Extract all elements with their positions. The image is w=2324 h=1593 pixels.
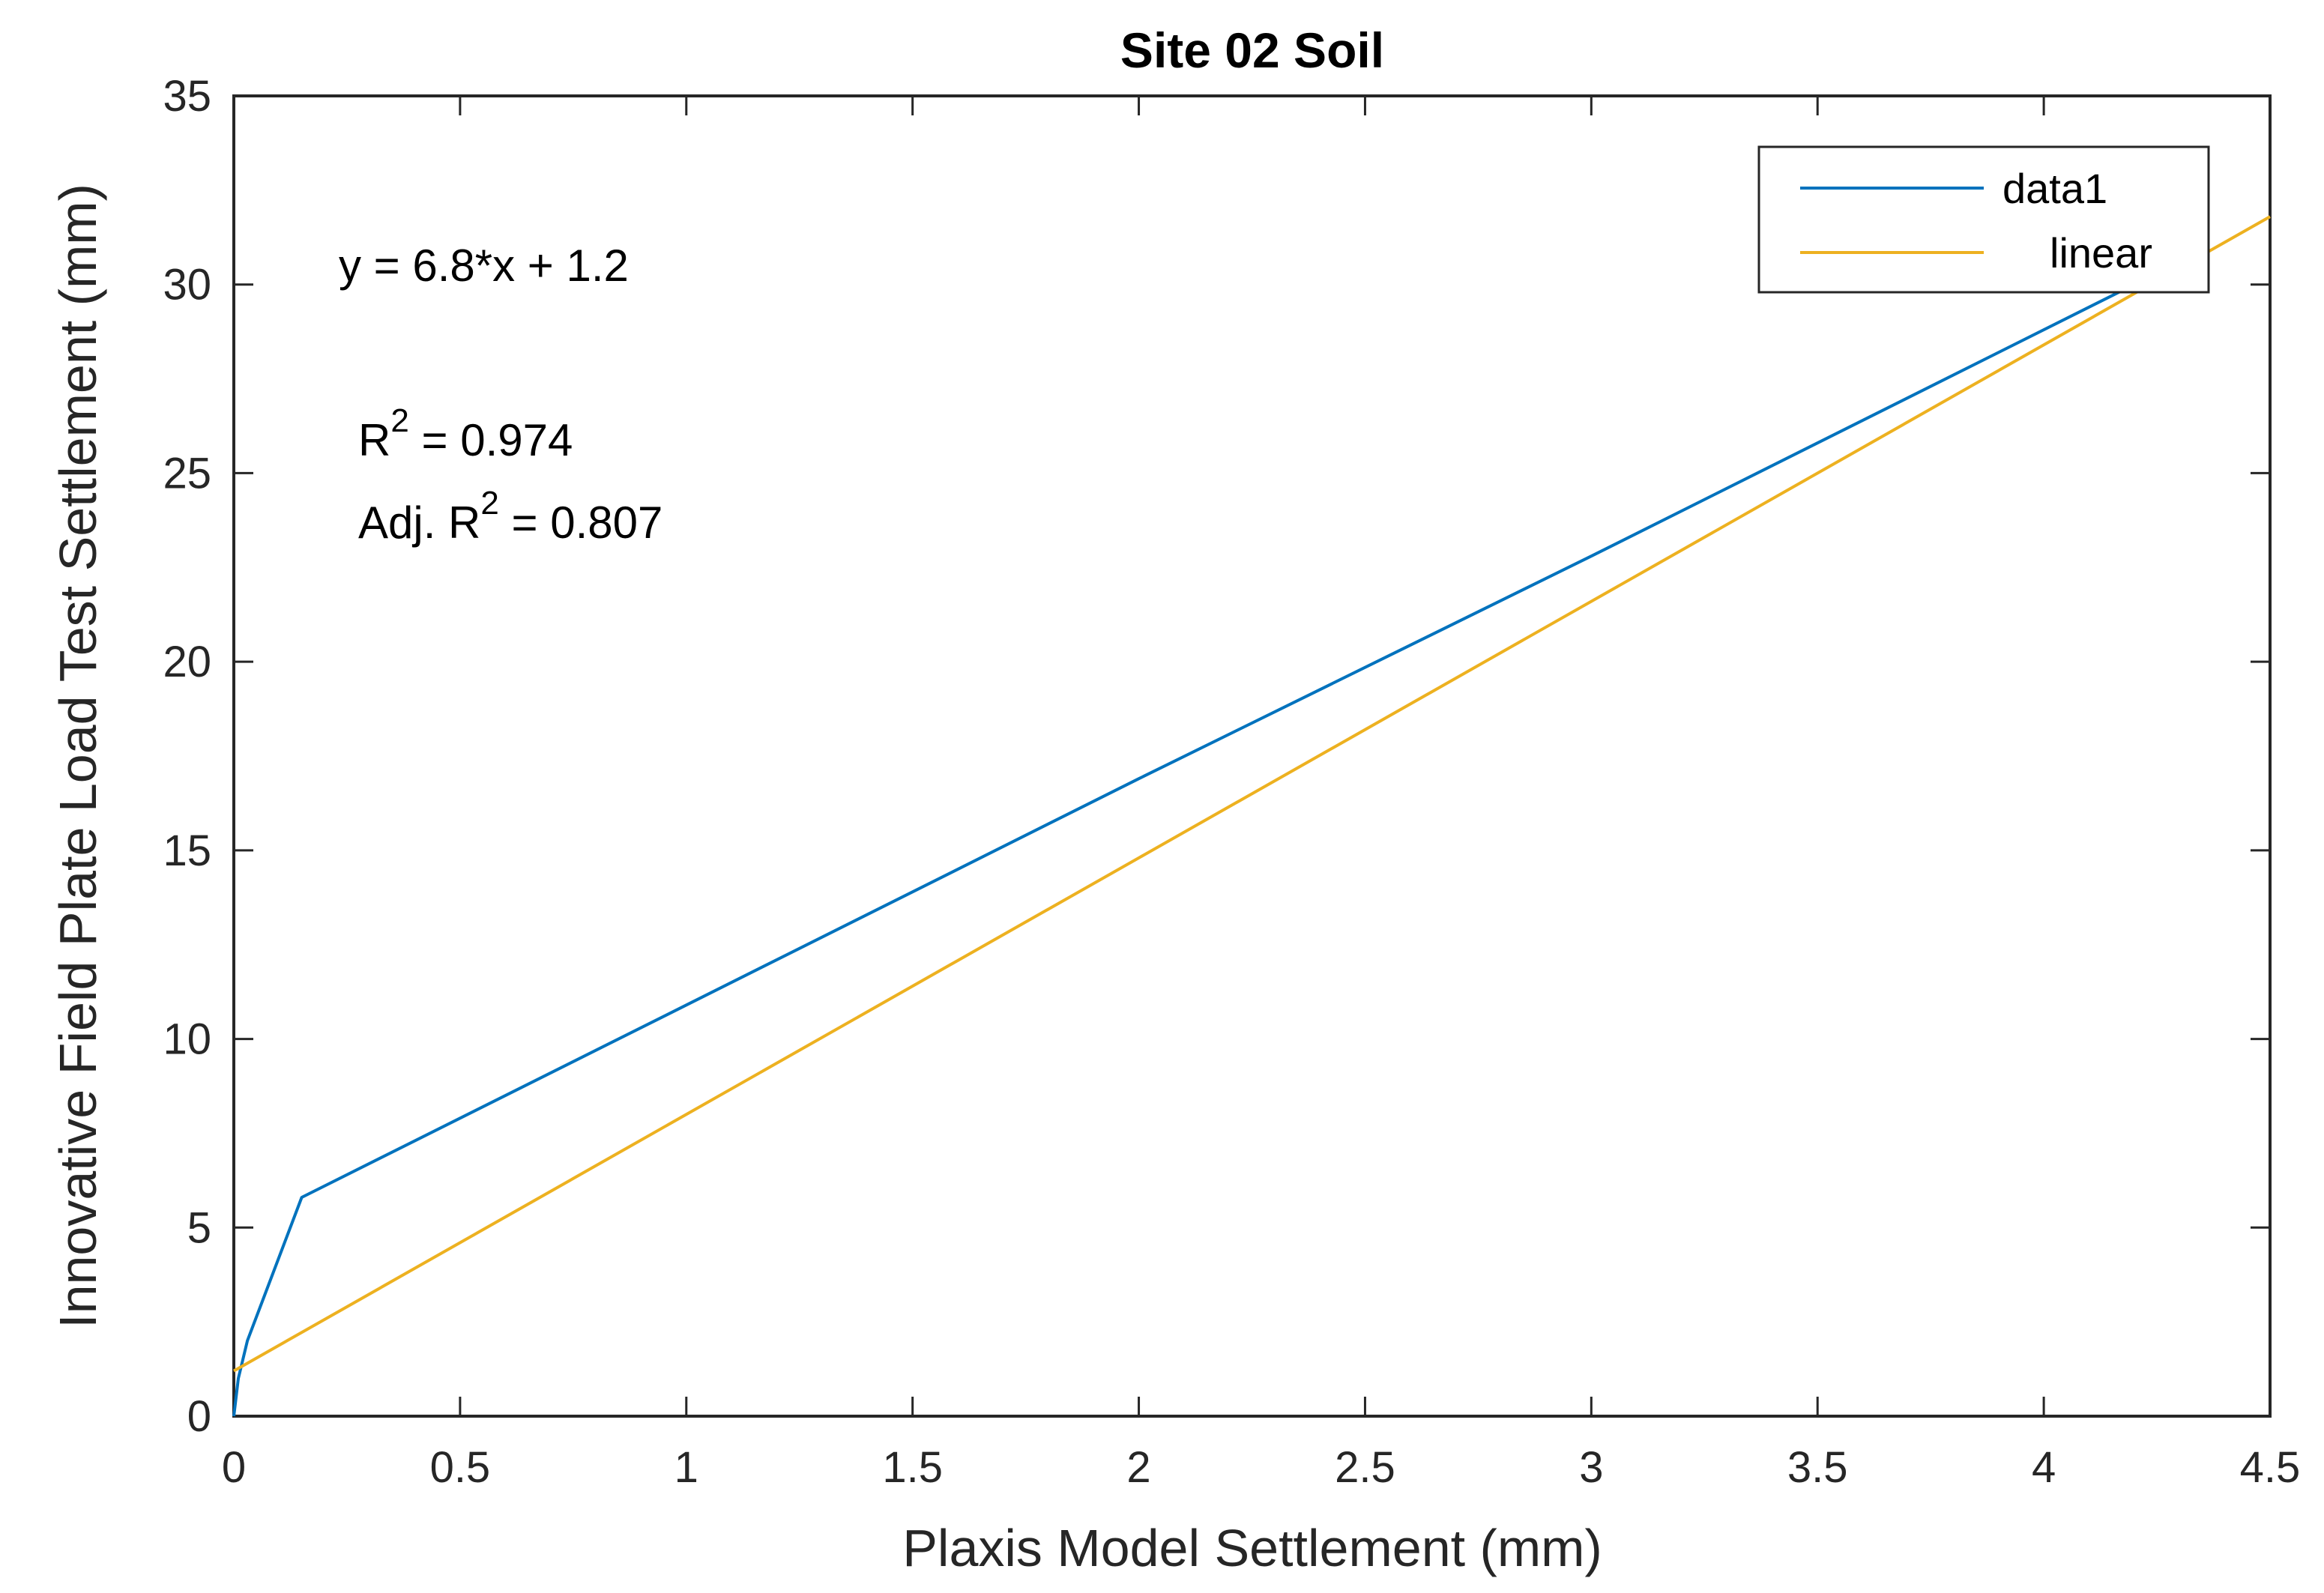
- y-tick-label: 0: [187, 1392, 211, 1441]
- y-tick-label: 30: [163, 261, 211, 309]
- legend-label-data1: data1: [2002, 165, 2107, 212]
- x-tick-label: 3: [1579, 1443, 1603, 1492]
- x-tick-label: 0.5: [430, 1443, 491, 1492]
- y-tick-label: 20: [163, 638, 211, 686]
- y-tick-label: 25: [163, 449, 211, 498]
- x-tick-label: 1: [674, 1443, 698, 1492]
- r2-exponent: 2: [390, 402, 408, 439]
- x-tick-label: 1.5: [882, 1443, 943, 1492]
- chart-title: Site 02 Soil: [1120, 22, 1384, 78]
- adj-r2-annotation: Adj. R2 = 0.807: [358, 485, 663, 548]
- y-axis: 0 5 10 15 20 25 30 35: [163, 72, 2270, 1441]
- x-axis-label: Plaxis Model Settlement (mm): [902, 1519, 1602, 1577]
- legend: data1 linear: [1757, 145, 2210, 294]
- r2-annotation: R2 = 0.974: [358, 402, 573, 465]
- equation-annotation: y = 6.8*x + 1.2: [339, 241, 629, 291]
- adj-r2-exponent: 2: [480, 485, 498, 522]
- y-tick-label: 35: [163, 72, 211, 121]
- x-tick-label: 3.5: [1787, 1443, 1848, 1492]
- plot-area: [232, 94, 2272, 1418]
- x-tick-label: 4: [2032, 1443, 2056, 1492]
- x-tick-label: 2: [1126, 1443, 1150, 1492]
- x-tick-label: 2.5: [1335, 1443, 1395, 1492]
- y-tick-label: 5: [187, 1203, 211, 1252]
- x-axis: 0 0.5 1 1.5 2 2.5 3 3.5 4 4.5: [222, 96, 2300, 1492]
- series-line-data1: [232, 282, 2135, 1417]
- adj-r2-prefix: Adj. R: [358, 498, 480, 548]
- legend-box: [1757, 145, 2210, 294]
- adj-r2-value: = 0.807: [499, 498, 663, 548]
- y-tick-label: 15: [163, 826, 211, 875]
- r2-value: = 0.974: [409, 415, 573, 465]
- legend-label-linear: linear: [2050, 229, 2152, 276]
- x-tick-label: 0: [222, 1443, 246, 1492]
- r2-prefix: R: [358, 415, 390, 465]
- series-line-linear: [233, 215, 2271, 1373]
- x-tick-label: 4.5: [2240, 1443, 2301, 1492]
- y-tick-label: 10: [163, 1015, 211, 1064]
- y-axis-label: Innovative Field Plate Load Test Settlem…: [49, 184, 107, 1328]
- series-group: [232, 215, 2271, 1417]
